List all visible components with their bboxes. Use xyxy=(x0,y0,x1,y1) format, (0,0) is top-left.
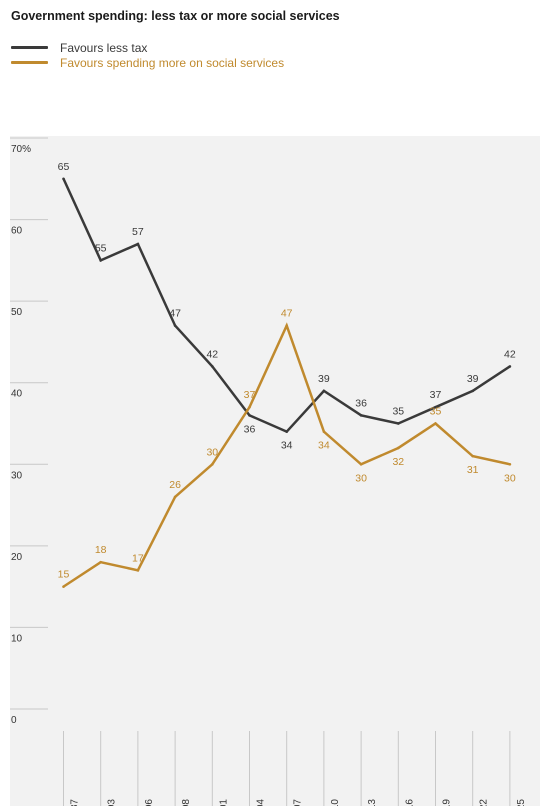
data-label: 36 xyxy=(244,423,256,435)
x-tick-label: 1987 xyxy=(70,799,81,806)
data-point xyxy=(248,414,251,417)
data-point xyxy=(322,389,326,393)
legend-item-social-services: Favours spending more on social services xyxy=(11,55,284,70)
data-point xyxy=(62,177,65,181)
x-tick-label: 2022 xyxy=(479,799,490,806)
data-point xyxy=(248,405,251,409)
x-tick-label: 2013 xyxy=(367,799,378,806)
data-label: 35 xyxy=(392,406,404,418)
data-point xyxy=(173,324,177,327)
legend-swatch-social-services xyxy=(11,61,48,64)
data-label: 26 xyxy=(169,479,181,491)
data-label: 30 xyxy=(504,472,516,484)
legend-item-less-tax: Favours less tax xyxy=(11,40,284,55)
y-tick-label: 40 xyxy=(11,389,23,400)
data-label: 30 xyxy=(355,472,367,484)
data-label: 47 xyxy=(281,308,293,320)
x-tick-label: 2025 xyxy=(516,799,527,806)
data-label: 37 xyxy=(244,389,256,401)
x-tick-label: 2010 xyxy=(330,799,341,806)
data-point xyxy=(136,569,140,572)
y-tick-label: 70% xyxy=(11,144,31,155)
y-tick-label: 0 xyxy=(11,715,17,726)
data-point xyxy=(434,422,437,425)
x-tick-label: 2007 xyxy=(293,799,304,806)
data-point xyxy=(359,462,363,466)
data-point xyxy=(397,446,400,450)
y-tick-label: 60 xyxy=(11,226,23,237)
y-tick-label: 10 xyxy=(11,633,23,644)
data-label: 35 xyxy=(430,406,442,418)
data-label: 47 xyxy=(169,308,181,320)
data-point xyxy=(173,495,177,499)
data-point xyxy=(211,365,214,368)
data-label: 32 xyxy=(392,456,404,468)
data-label: 17 xyxy=(132,552,144,564)
data-label: 42 xyxy=(206,348,218,360)
data-point xyxy=(285,430,289,433)
data-label: 57 xyxy=(132,226,144,238)
data-label: 18 xyxy=(95,544,107,556)
x-tick-label: 2019 xyxy=(442,799,453,806)
x-tick-label: 1993 xyxy=(107,799,118,806)
data-label: 30 xyxy=(206,446,218,458)
data-point xyxy=(434,405,437,409)
data-point xyxy=(99,259,102,262)
x-tick-label: 2004 xyxy=(256,799,267,806)
legend-label-social-services: Favours spending more on social services xyxy=(60,55,285,70)
y-tick-label: 20 xyxy=(11,552,23,563)
data-point xyxy=(359,414,363,417)
data-point xyxy=(471,454,475,458)
data-label: 15 xyxy=(58,569,70,581)
data-label: 34 xyxy=(318,440,330,452)
y-tick-label: 50 xyxy=(11,307,23,318)
data-point xyxy=(136,242,140,246)
data-label: 65 xyxy=(58,161,70,173)
x-tick-label: 1998 xyxy=(181,799,192,806)
data-label: 36 xyxy=(355,397,367,409)
data-label: 42 xyxy=(504,348,516,360)
data-label: 31 xyxy=(467,464,479,476)
data-point xyxy=(322,430,326,433)
data-label: 37 xyxy=(430,389,442,401)
data-point xyxy=(285,324,289,327)
data-label: 39 xyxy=(318,373,330,385)
data-point xyxy=(508,365,512,368)
legend-swatch-less-tax xyxy=(11,46,48,49)
legend-label-less-tax: Favours less tax xyxy=(60,40,148,55)
data-point xyxy=(508,462,512,466)
legend: Favours less tax Favours spending more o… xyxy=(11,40,284,70)
x-tick-label: 2001 xyxy=(218,799,229,806)
plot-background xyxy=(10,136,540,806)
y-tick-label: 30 xyxy=(11,470,23,481)
data-label: 55 xyxy=(95,242,107,254)
x-tick-label: 1996 xyxy=(144,799,155,806)
data-point xyxy=(471,389,475,393)
data-point xyxy=(62,585,65,588)
data-point xyxy=(211,462,214,466)
data-label: 34 xyxy=(281,440,293,452)
data-point xyxy=(99,560,102,564)
chart-title: Government spending: less tax or more so… xyxy=(11,9,340,23)
data-point xyxy=(397,422,400,425)
data-label: 39 xyxy=(467,373,479,385)
x-tick-label: 2016 xyxy=(404,799,415,806)
